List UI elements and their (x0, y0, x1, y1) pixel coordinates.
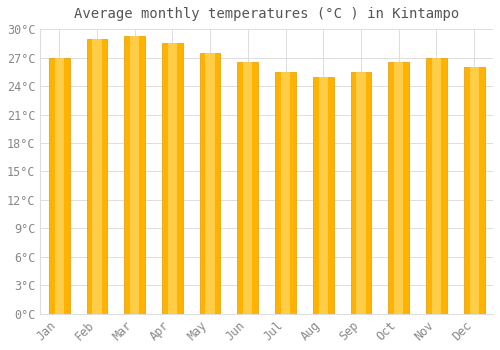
Bar (200, 53, 220, 314)
Bar (243, 62, 252, 314)
Bar (281, 72, 290, 314)
Bar (388, 62, 409, 314)
Bar (464, 67, 484, 314)
Bar (92, 38, 102, 314)
Title: Average monthly temperatures (°C ) in Kintampo: Average monthly temperatures (°C ) in Ki… (74, 7, 460, 21)
Bar (206, 53, 215, 314)
Bar (318, 77, 328, 314)
Bar (168, 43, 177, 314)
Bar (275, 72, 296, 314)
Bar (54, 57, 64, 314)
Bar (313, 77, 334, 314)
Bar (356, 72, 366, 314)
Bar (162, 43, 182, 314)
Bar (49, 57, 70, 314)
Bar (130, 36, 140, 314)
Bar (470, 67, 479, 314)
Bar (350, 72, 372, 314)
Bar (124, 36, 145, 314)
Bar (432, 57, 441, 314)
Bar (86, 38, 108, 314)
Bar (238, 62, 258, 314)
Bar (426, 57, 447, 314)
Bar (394, 62, 404, 314)
